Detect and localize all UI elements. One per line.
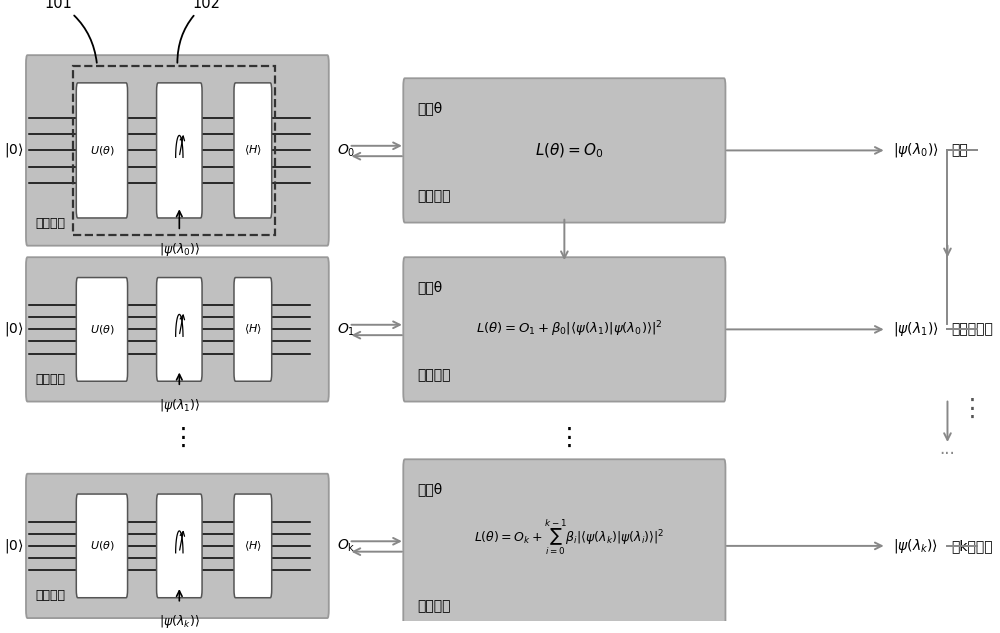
Text: 经典设备: 经典设备 bbox=[417, 599, 451, 613]
Text: $|0\rangle$: $|0\rangle$ bbox=[4, 320, 24, 339]
Text: 第一激发态: 第一激发态 bbox=[951, 322, 993, 336]
Text: 优化θ: 优化θ bbox=[417, 482, 443, 496]
Text: $|\psi(\lambda_{0})\rangle$: $|\psi(\lambda_{0})\rangle$ bbox=[159, 241, 200, 258]
Text: $U(\theta)$: $U(\theta)$ bbox=[90, 323, 114, 336]
Text: $O_{\mathrm{0}}$: $O_{\mathrm{0}}$ bbox=[337, 142, 355, 159]
Text: $\langle H\rangle$: $\langle H\rangle$ bbox=[244, 323, 262, 336]
Text: $L(\theta) = O_1 + \beta_0|\langle\psi(\lambda_1)|\psi(\lambda_0)\rangle|^2$: $L(\theta) = O_1 + \beta_0|\langle\psi(\… bbox=[476, 320, 663, 339]
FancyBboxPatch shape bbox=[76, 494, 128, 598]
Text: $O_{\mathrm{k}}$: $O_{\mathrm{k}}$ bbox=[337, 537, 356, 554]
Text: 量子设备: 量子设备 bbox=[35, 373, 65, 386]
Text: 101: 101 bbox=[44, 0, 97, 63]
FancyBboxPatch shape bbox=[157, 277, 202, 381]
FancyBboxPatch shape bbox=[234, 494, 272, 598]
Text: $\vdots$: $\vdots$ bbox=[170, 425, 185, 449]
FancyBboxPatch shape bbox=[234, 83, 272, 218]
Text: 量子设备: 量子设备 bbox=[35, 217, 65, 230]
FancyBboxPatch shape bbox=[26, 257, 329, 401]
FancyBboxPatch shape bbox=[26, 55, 329, 246]
Text: $|\psi(\lambda_{0})\rangle$: $|\psi(\lambda_{0})\rangle$ bbox=[893, 141, 939, 160]
FancyBboxPatch shape bbox=[26, 473, 329, 618]
Text: $L(\theta) = O_k + \sum_{i=0}^{k-1}\beta_i|\langle\psi(\lambda_k)|\psi(\lambda_i: $L(\theta) = O_k + \sum_{i=0}^{k-1}\beta… bbox=[474, 517, 664, 557]
Text: $O_{\mathrm{1}}$: $O_{\mathrm{1}}$ bbox=[337, 321, 355, 337]
Text: $\langle H\rangle$: $\langle H\rangle$ bbox=[244, 144, 262, 157]
Text: $|0\rangle$: $|0\rangle$ bbox=[4, 537, 24, 555]
Text: $|\psi(\lambda_{1})\rangle$: $|\psi(\lambda_{1})\rangle$ bbox=[893, 320, 939, 339]
Text: $|0\rangle$: $|0\rangle$ bbox=[4, 141, 24, 160]
FancyBboxPatch shape bbox=[76, 83, 128, 218]
FancyBboxPatch shape bbox=[403, 78, 725, 223]
FancyBboxPatch shape bbox=[403, 460, 725, 632]
Text: 优化θ: 优化θ bbox=[417, 280, 443, 294]
Text: ...: ... bbox=[940, 440, 955, 458]
FancyBboxPatch shape bbox=[76, 277, 128, 381]
FancyBboxPatch shape bbox=[234, 277, 272, 381]
Text: $\langle H\rangle$: $\langle H\rangle$ bbox=[244, 539, 262, 553]
Text: 基态: 基态 bbox=[951, 144, 968, 158]
Text: $|\psi(\lambda_{k})\rangle$: $|\psi(\lambda_{k})\rangle$ bbox=[893, 537, 938, 555]
FancyBboxPatch shape bbox=[157, 83, 202, 218]
Text: $U(\theta)$: $U(\theta)$ bbox=[90, 539, 114, 553]
Text: $U(\theta)$: $U(\theta)$ bbox=[90, 144, 114, 157]
Text: 经典设备: 经典设备 bbox=[417, 189, 451, 204]
Text: 量子设备: 量子设备 bbox=[35, 589, 65, 603]
Text: 第k激发态: 第k激发态 bbox=[951, 539, 993, 553]
Text: $|\psi(\lambda_{1})\rangle$: $|\psi(\lambda_{1})\rangle$ bbox=[159, 397, 200, 414]
FancyBboxPatch shape bbox=[157, 494, 202, 598]
Text: 经典设备: 经典设备 bbox=[417, 368, 451, 382]
Text: 优化θ: 优化θ bbox=[417, 101, 443, 115]
FancyBboxPatch shape bbox=[403, 257, 725, 401]
Bar bbox=[73, 66, 275, 235]
Text: $|\psi(\lambda_{k})\rangle$: $|\psi(\lambda_{k})\rangle$ bbox=[159, 613, 200, 630]
Text: 102: 102 bbox=[177, 0, 220, 63]
Text: $L(\theta) = O_0$: $L(\theta) = O_0$ bbox=[535, 141, 603, 160]
Text: $\vdots$: $\vdots$ bbox=[556, 425, 572, 449]
Text: $\vdots$: $\vdots$ bbox=[959, 397, 975, 421]
